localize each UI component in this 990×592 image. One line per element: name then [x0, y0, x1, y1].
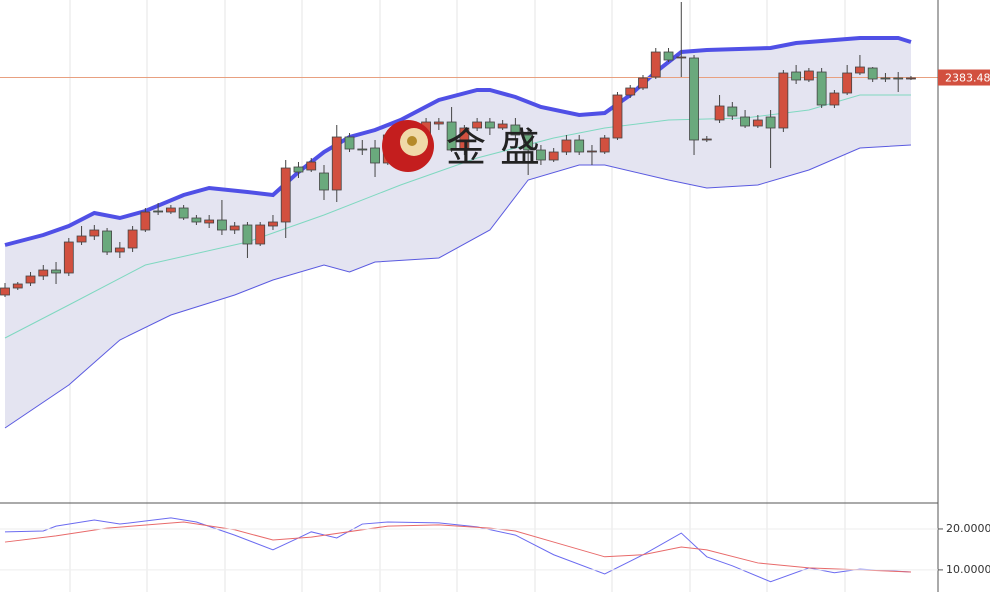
- candle-body: [803, 70, 814, 81]
- candle-body: [255, 224, 266, 245]
- candle-body: [880, 77, 891, 80]
- candle-body: [714, 105, 725, 121]
- candle-body: [51, 269, 61, 274]
- watermark: 金盛: [446, 125, 554, 171]
- y-tick-label: 10.0000: [946, 563, 990, 576]
- candle-body: [548, 151, 559, 161]
- candle-body: [574, 139, 585, 153]
- candle-body: [893, 77, 904, 80]
- candle-body: [268, 221, 278, 227]
- candle-body: [612, 94, 623, 139]
- candle-body: [178, 207, 189, 219]
- middle-band: [4, 94, 911, 339]
- candle-body: [816, 71, 827, 106]
- candle-body: [867, 67, 878, 80]
- candle-body: [331, 136, 342, 191]
- candle-body: [433, 121, 444, 125]
- candle-body: [727, 106, 738, 117]
- candle-body: [663, 51, 674, 61]
- candle-body: [191, 217, 202, 223]
- candle-body: [510, 124, 521, 136]
- candle-body: [701, 138, 712, 141]
- candle-body: [293, 166, 304, 173]
- candle-body: [791, 71, 802, 81]
- candle-body: [625, 87, 636, 96]
- candle-body: [370, 147, 380, 164]
- candle-body: [357, 148, 368, 151]
- candle-body: [497, 123, 508, 129]
- logo-dot: [407, 136, 417, 146]
- candle-body: [740, 116, 750, 127]
- candle-body: [63, 241, 74, 274]
- candle-body: [38, 269, 49, 277]
- candle-body: [650, 51, 661, 78]
- candle-body: [561, 139, 572, 153]
- candle-body: [89, 229, 100, 237]
- candle-body: [127, 229, 138, 249]
- candle-body: [829, 92, 840, 106]
- candle-body: [25, 275, 36, 284]
- candle-body: [0, 287, 10, 296]
- axis-labels: 2383.480 20.0000 10.0000: [0, 69, 990, 576]
- candle-body: [676, 56, 687, 59]
- candle-body: [446, 121, 457, 151]
- candle-body: [140, 211, 151, 231]
- candle-body: [319, 172, 329, 191]
- last-price-box: [938, 69, 990, 86]
- candle-body: [76, 235, 87, 243]
- candle-body: [280, 167, 291, 223]
- candle-body: [229, 225, 240, 231]
- logo: 金盛: [382, 120, 554, 172]
- candle-body: [599, 137, 610, 153]
- last-price-label: 2383.480: [945, 72, 990, 85]
- candle-body: [242, 224, 253, 245]
- candle-body: [752, 119, 763, 127]
- candle-body: [587, 150, 597, 153]
- candle-body: [842, 72, 853, 94]
- y-tick-label: 20.0000: [946, 522, 990, 535]
- candle-body: [536, 149, 546, 161]
- candle-body: [114, 247, 125, 253]
- candle-body: [484, 121, 495, 129]
- candle-body: [204, 219, 215, 224]
- candle-body: [306, 161, 317, 171]
- candle-body: [778, 72, 789, 129]
- candle-body: [165, 207, 176, 213]
- candle-body: [344, 136, 355, 150]
- candle-body: [102, 230, 112, 253]
- lower-band: [4, 144, 911, 429]
- candle-body: [12, 283, 23, 289]
- indicator-line: [4, 521, 911, 573]
- indicator-line: [4, 517, 911, 583]
- band-area: [5, 38, 911, 428]
- candle-body: [523, 134, 534, 151]
- candle-body: [765, 116, 776, 129]
- candle-body: [153, 210, 164, 213]
- candle-body: [638, 77, 648, 89]
- candle-body: [217, 219, 227, 231]
- candle-body: [906, 77, 916, 80]
- candle-body: [855, 66, 865, 74]
- plot-area: [0, 1, 938, 583]
- candle-body: [472, 121, 483, 129]
- candle-body: [689, 57, 699, 141]
- candle-body: [459, 127, 470, 151]
